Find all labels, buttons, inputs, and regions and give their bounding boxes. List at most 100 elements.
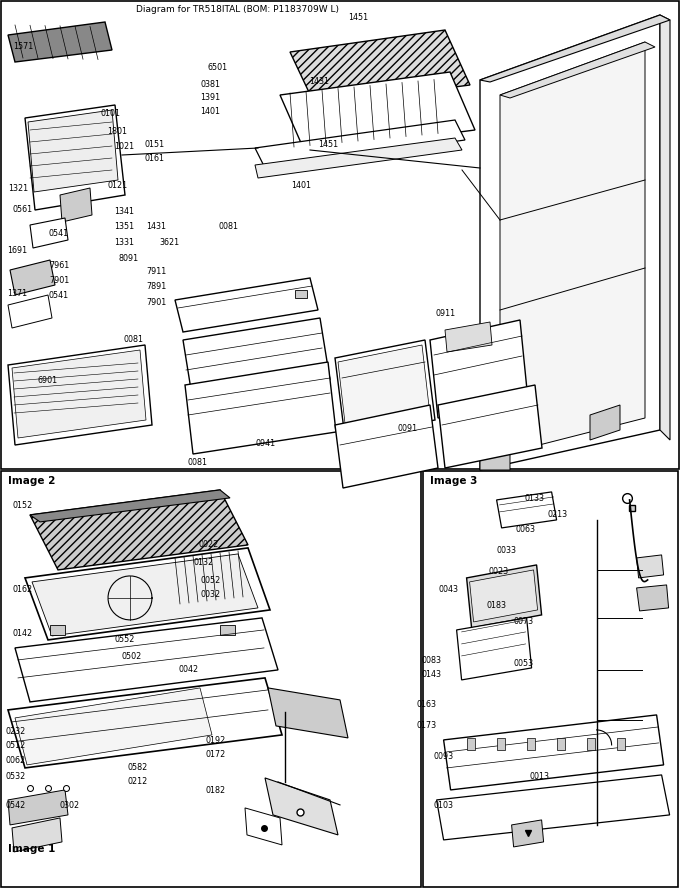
Text: 0911: 0911 — [435, 309, 456, 318]
Text: 1571: 1571 — [14, 42, 34, 51]
Polygon shape — [8, 345, 152, 445]
Bar — [1, 471, 421, 887]
Text: 0512: 0512 — [5, 741, 26, 750]
Text: 0582: 0582 — [128, 763, 148, 772]
Polygon shape — [8, 790, 68, 825]
Bar — [496, 738, 505, 750]
Text: 7911: 7911 — [146, 267, 167, 276]
Text: 0081: 0081 — [187, 458, 207, 467]
Text: 1431: 1431 — [309, 77, 329, 86]
Text: 0033: 0033 — [496, 546, 516, 554]
Text: 0023: 0023 — [488, 567, 509, 576]
Polygon shape — [8, 678, 282, 768]
Polygon shape — [25, 548, 270, 640]
Polygon shape — [12, 818, 62, 852]
Text: 0101: 0101 — [101, 109, 120, 118]
Polygon shape — [255, 138, 462, 178]
Text: Image 2: Image 2 — [8, 476, 55, 486]
Polygon shape — [480, 445, 510, 470]
Text: 0081: 0081 — [219, 222, 239, 231]
Text: 0143: 0143 — [422, 670, 441, 679]
Text: 0053: 0053 — [513, 659, 534, 668]
Text: 1341: 1341 — [114, 207, 134, 216]
Text: 1451: 1451 — [318, 140, 339, 149]
Polygon shape — [8, 22, 112, 62]
Polygon shape — [30, 218, 68, 248]
Text: 0183: 0183 — [486, 601, 506, 610]
Text: 0073: 0073 — [513, 617, 534, 626]
Bar — [557, 738, 564, 750]
Text: 0043: 0043 — [439, 585, 458, 594]
Text: 0152: 0152 — [12, 501, 33, 510]
Text: 0052: 0052 — [201, 576, 221, 585]
Polygon shape — [10, 260, 55, 295]
Text: 0541: 0541 — [49, 291, 69, 300]
Text: 0173: 0173 — [416, 721, 437, 730]
Polygon shape — [280, 72, 475, 152]
Text: 1331: 1331 — [114, 238, 134, 247]
Polygon shape — [500, 42, 655, 98]
Text: 7891: 7891 — [146, 282, 167, 291]
Text: 1401: 1401 — [201, 107, 220, 116]
Polygon shape — [60, 188, 92, 222]
Text: 0083: 0083 — [422, 656, 441, 665]
Text: 0103: 0103 — [434, 801, 454, 810]
Polygon shape — [511, 820, 543, 847]
Polygon shape — [8, 295, 52, 328]
Text: 8091: 8091 — [119, 254, 139, 263]
Polygon shape — [480, 15, 670, 82]
Polygon shape — [25, 105, 125, 210]
Text: 0151: 0151 — [144, 140, 165, 149]
Text: 1691: 1691 — [7, 247, 27, 255]
Text: 1391: 1391 — [201, 93, 221, 102]
Bar — [617, 738, 625, 750]
Polygon shape — [480, 15, 660, 470]
Polygon shape — [430, 320, 528, 418]
Polygon shape — [15, 618, 278, 702]
Polygon shape — [338, 345, 430, 432]
Text: 0941: 0941 — [255, 439, 275, 448]
Polygon shape — [437, 775, 670, 840]
Text: 0561: 0561 — [12, 205, 33, 214]
Polygon shape — [636, 585, 668, 611]
Text: 1371: 1371 — [7, 289, 27, 298]
Text: 0132: 0132 — [194, 558, 214, 567]
Bar — [220, 625, 235, 635]
Bar — [587, 738, 594, 750]
Polygon shape — [636, 555, 664, 578]
Text: 6901: 6901 — [37, 376, 58, 385]
Text: 1351: 1351 — [114, 222, 135, 231]
Polygon shape — [175, 278, 318, 332]
Text: 0213: 0213 — [547, 510, 568, 519]
Bar — [295, 290, 307, 298]
Text: 0133: 0133 — [525, 494, 545, 503]
Text: 0192: 0192 — [205, 736, 226, 745]
Bar — [526, 738, 534, 750]
Polygon shape — [255, 120, 465, 168]
Polygon shape — [30, 490, 248, 570]
Text: 0182: 0182 — [205, 786, 226, 795]
Text: 0172: 0172 — [205, 750, 226, 759]
Polygon shape — [15, 688, 212, 765]
Polygon shape — [183, 318, 330, 402]
Polygon shape — [496, 492, 557, 528]
Text: 0142: 0142 — [12, 629, 33, 638]
Text: 0062: 0062 — [5, 756, 26, 765]
Bar — [422, 471, 678, 887]
Text: 0212: 0212 — [128, 777, 148, 786]
Text: 0093: 0093 — [434, 752, 454, 761]
Text: 7961: 7961 — [49, 261, 69, 270]
Text: 3621: 3621 — [160, 238, 180, 247]
Polygon shape — [32, 554, 258, 636]
Polygon shape — [590, 405, 620, 440]
Text: 0232: 0232 — [5, 727, 26, 736]
Polygon shape — [470, 570, 538, 622]
Text: 0081: 0081 — [124, 336, 143, 344]
Text: 0032: 0032 — [201, 590, 221, 599]
Polygon shape — [245, 808, 282, 845]
Polygon shape — [185, 362, 336, 454]
Bar — [1, 1, 679, 469]
Polygon shape — [445, 322, 492, 352]
Text: 0302: 0302 — [60, 801, 80, 810]
Text: 0532: 0532 — [5, 772, 26, 781]
